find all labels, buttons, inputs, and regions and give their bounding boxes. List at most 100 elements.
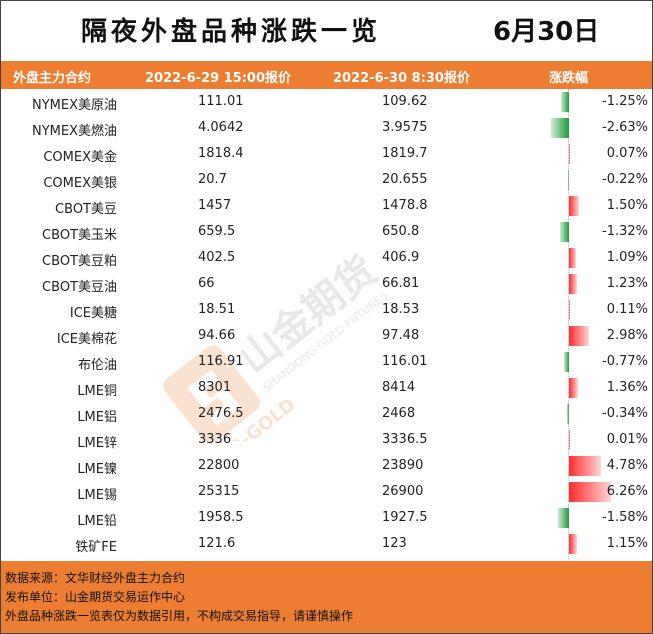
title-bar: 隔夜外盘品种涨跌一览 6月30日 xyxy=(1,1,652,61)
change-bar-down xyxy=(551,118,569,138)
price-0830: 3336.5 xyxy=(382,432,428,447)
price-1500: 4.0642 xyxy=(198,120,244,135)
header-change: 涨跌幅 xyxy=(549,71,589,86)
change-bar-up xyxy=(569,196,580,216)
price-1500: 94.66 xyxy=(198,328,236,343)
footer-disclaimer: 外盘品种涨跌一览表仅为数据引用，不构成交易指导，请谨慎操作 xyxy=(5,609,354,623)
change-percent: -0.22% xyxy=(602,172,648,187)
footer-source: 数据来源：文华财经外盘主力合约 xyxy=(5,571,186,585)
price-1500: 22800 xyxy=(198,458,240,473)
price-1500: 8301 xyxy=(198,380,232,395)
change-percent: -0.77% xyxy=(602,354,648,369)
change-bar-down xyxy=(567,170,569,190)
price-1500: 66 xyxy=(198,276,215,291)
change-bar-up xyxy=(569,482,611,502)
price-1500: 116.91 xyxy=(198,354,244,369)
contract-name: ICE美棉花 xyxy=(56,332,117,347)
change-bar-down xyxy=(563,352,569,372)
header-contract: 外盘主力合约 xyxy=(13,71,92,86)
change-percent: -2.63% xyxy=(602,120,648,135)
change-bar-up xyxy=(569,430,570,450)
contract-name: COMEX美金 xyxy=(43,150,117,165)
table-row: 布伦油 116.91 116.01 -0.77% xyxy=(1,349,652,375)
price-1500: 25315 xyxy=(198,484,240,499)
contract-name: LME镍 xyxy=(77,462,117,477)
price-0830: 1927.5 xyxy=(382,510,428,525)
change-bar-up xyxy=(569,300,570,320)
change-percent: -1.25% xyxy=(602,94,648,109)
contract-name: 布伦油 xyxy=(77,358,117,373)
change-bar-up xyxy=(569,534,577,554)
table-row: LME锌 3336 3336.5 0.01% xyxy=(1,427,652,453)
contract-name: LME锌 xyxy=(77,436,117,451)
change-percent: 1.09% xyxy=(606,250,648,265)
table-row: ICE美棉花 94.66 97.48 2.98% xyxy=(1,323,652,349)
table-row: CBOT美豆油 66 66.81 1.23% xyxy=(1,271,652,297)
price-0830: 650.8 xyxy=(382,224,420,239)
price-0830: 8414 xyxy=(382,380,416,395)
price-1500: 20.7 xyxy=(198,172,227,187)
table-row: LME锡 25315 26900 6.26% xyxy=(1,479,652,505)
change-percent: 0.07% xyxy=(606,146,648,161)
table-row: COMEX美金 1818.4 1819.7 0.07% xyxy=(1,141,652,167)
contract-name: CBOT美豆粕 xyxy=(42,254,117,269)
price-1500: 1958.5 xyxy=(198,510,244,525)
change-percent: 1.36% xyxy=(606,380,648,395)
price-0830: 109.62 xyxy=(382,94,428,109)
report-date: 6月30日 xyxy=(493,17,600,47)
contract-name: LME锡 xyxy=(77,488,117,503)
price-1500: 111.01 xyxy=(198,94,244,109)
table-row: COMEX美银 20.7 20.655 -0.22% xyxy=(1,167,652,193)
price-0830: 97.48 xyxy=(382,328,420,343)
change-bar-up xyxy=(569,378,579,398)
change-bar-up xyxy=(569,274,578,294)
price-0830: 1478.8 xyxy=(382,198,428,213)
change-percent: -1.58% xyxy=(602,510,648,525)
table-row: 铁矿FE 121.6 123 1.15% xyxy=(1,531,652,557)
contract-name: NYMEX美燃油 xyxy=(31,124,117,139)
change-percent: 0.11% xyxy=(606,302,648,317)
page-title: 隔夜外盘品种涨跌一览 xyxy=(81,17,382,47)
price-0830: 18.53 xyxy=(382,302,420,317)
price-0830: 123 xyxy=(382,536,407,551)
contract-name: NYMEX美原油 xyxy=(31,98,117,113)
table-row: CBOT美豆粕 402.5 406.9 1.09% xyxy=(1,245,652,271)
price-1500: 1457 xyxy=(198,198,232,213)
change-percent: 6.26% xyxy=(606,484,648,499)
change-percent: 4.78% xyxy=(606,458,648,473)
table-row: LME铝 2476.5 2468 -0.34% xyxy=(1,401,652,427)
change-bar-down xyxy=(566,404,569,424)
contract-name: ICE美糖 xyxy=(69,306,117,321)
price-0830: 1819.7 xyxy=(382,146,428,161)
change-percent: 2.98% xyxy=(606,328,648,343)
price-0830: 406.9 xyxy=(382,250,420,265)
change-percent: -0.34% xyxy=(602,406,648,421)
change-bar-up xyxy=(569,456,602,476)
table-header: 外盘主力合约 2022-6-29 15:00报价 2022-6-30 8:30报… xyxy=(1,61,652,89)
price-0830: 66.81 xyxy=(382,276,420,291)
price-0830: 116.01 xyxy=(382,354,428,369)
price-1500: 659.5 xyxy=(198,224,236,239)
table-row: NYMEX美燃油 4.0642 3.9575 -2.63% xyxy=(1,115,652,141)
change-percent: -1.32% xyxy=(602,224,648,239)
change-percent: 1.23% xyxy=(606,276,648,291)
change-percent: 1.15% xyxy=(606,536,648,551)
table-row: NYMEX美原油 111.01 109.62 -1.25% xyxy=(1,89,652,115)
table-row: CBOT美豆 1457 1478.8 1.50% xyxy=(1,193,652,219)
price-1500: 18.51 xyxy=(198,302,236,317)
price-1500: 2476.5 xyxy=(198,406,244,421)
contract-name: CBOT美玉米 xyxy=(42,228,117,243)
price-0830: 26900 xyxy=(382,484,424,499)
price-1500: 402.5 xyxy=(198,250,236,265)
contract-name: COMEX美银 xyxy=(43,176,117,191)
contract-name: 铁矿FE xyxy=(75,540,117,555)
table-row: LME铅 1958.5 1927.5 -1.58% xyxy=(1,505,652,531)
price-0830: 2468 xyxy=(382,406,416,421)
change-bar-up xyxy=(569,326,589,346)
change-bar-down xyxy=(558,508,569,528)
price-1500: 1818.4 xyxy=(198,146,244,161)
change-percent: 0.01% xyxy=(606,432,648,447)
footer: 数据来源：文华财经外盘主力合约 发布单位：山金期货交易运作中心 外盘品种涨跌一览… xyxy=(1,561,652,633)
contract-name: LME铅 xyxy=(77,514,117,529)
